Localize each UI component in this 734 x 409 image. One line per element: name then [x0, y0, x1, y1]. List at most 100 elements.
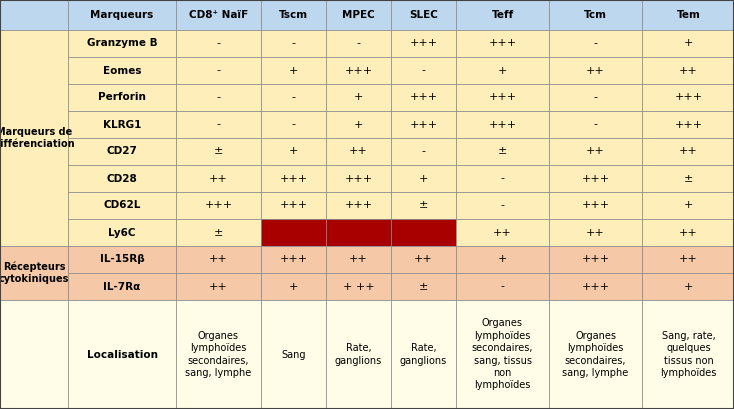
Text: -: - — [217, 65, 220, 76]
Text: CD62L: CD62L — [103, 200, 141, 211]
Bar — [549, 246, 642, 273]
Text: ++: ++ — [679, 254, 698, 265]
Text: Rate,
ganglions: Rate, ganglions — [400, 343, 447, 366]
Text: Tcm: Tcm — [584, 10, 607, 20]
Text: +++: +++ — [581, 200, 609, 211]
Bar — [326, 30, 391, 57]
Bar — [176, 138, 261, 165]
Bar — [642, 246, 734, 273]
Text: +: + — [684, 281, 693, 292]
Text: Tem: Tem — [677, 10, 700, 20]
Text: +++: +++ — [675, 92, 702, 103]
Text: SLEC: SLEC — [409, 10, 438, 20]
Bar — [391, 273, 456, 300]
Bar — [68, 192, 176, 219]
Bar — [456, 0, 549, 30]
Bar — [549, 111, 642, 138]
Text: -: - — [217, 92, 220, 103]
Bar — [261, 0, 326, 30]
Bar — [549, 165, 642, 192]
Bar — [391, 111, 456, 138]
Bar — [391, 219, 456, 246]
Text: IL-15Rβ: IL-15Rβ — [100, 254, 145, 265]
Text: -: - — [421, 65, 426, 76]
Bar — [68, 246, 176, 273]
Bar — [261, 165, 326, 192]
Bar — [261, 192, 326, 219]
Bar — [176, 219, 261, 246]
Text: ++: ++ — [679, 227, 698, 238]
Text: Rate,
ganglions: Rate, ganglions — [335, 343, 382, 366]
Text: ++: ++ — [209, 173, 228, 184]
Bar — [326, 192, 391, 219]
Text: Marqueurs: Marqueurs — [90, 10, 153, 20]
Text: CD8⁺ NaïF: CD8⁺ NaïF — [189, 10, 248, 20]
Text: +: + — [684, 38, 693, 49]
Text: +++: +++ — [344, 200, 373, 211]
Text: +: + — [498, 65, 507, 76]
Bar — [0, 300, 68, 409]
Bar — [456, 219, 549, 246]
Text: -: - — [357, 38, 360, 49]
Bar — [176, 246, 261, 273]
Bar — [261, 57, 326, 84]
Text: -: - — [217, 38, 220, 49]
Text: +++: +++ — [675, 119, 702, 130]
Bar — [456, 111, 549, 138]
Text: -: - — [594, 119, 597, 130]
Text: +: + — [288, 146, 298, 157]
Text: + ++: + ++ — [343, 281, 374, 292]
Bar — [261, 138, 326, 165]
Bar — [642, 0, 734, 30]
Text: +: + — [684, 200, 693, 211]
Bar — [549, 273, 642, 300]
Text: ±: ± — [419, 281, 428, 292]
Bar — [549, 0, 642, 30]
Bar — [456, 192, 549, 219]
Text: Organes
lymphoïdes
secondaires,
sang, tissus
non
lymphoïdes: Organes lymphoïdes secondaires, sang, ti… — [472, 319, 533, 391]
Bar — [68, 84, 176, 111]
Bar — [261, 219, 326, 246]
Bar — [642, 84, 734, 111]
Bar — [261, 300, 326, 409]
Bar — [68, 300, 176, 409]
Bar — [642, 273, 734, 300]
Text: -: - — [421, 146, 426, 157]
Text: Marqueurs de
différenciation: Marqueurs de différenciation — [0, 127, 75, 149]
Bar — [642, 219, 734, 246]
Text: CD27: CD27 — [106, 146, 137, 157]
Text: +++: +++ — [581, 173, 609, 184]
Text: +++: +++ — [488, 119, 517, 130]
Text: Sang, rate,
quelques
tissus non
lymphoïdes: Sang, rate, quelques tissus non lymphoïd… — [661, 331, 716, 378]
Text: Récepteurs
cytokiniques: Récepteurs cytokiniques — [0, 261, 69, 284]
Text: +++: +++ — [344, 65, 373, 76]
Text: ++: ++ — [679, 65, 698, 76]
Text: ++: ++ — [679, 146, 698, 157]
Bar — [0, 30, 68, 246]
Text: -: - — [594, 38, 597, 49]
Text: +++: +++ — [280, 254, 308, 265]
Text: -: - — [501, 281, 504, 292]
Bar — [326, 273, 391, 300]
Bar — [326, 219, 391, 246]
Bar — [68, 30, 176, 57]
Bar — [176, 300, 261, 409]
Bar — [176, 192, 261, 219]
Text: IL-7Rα: IL-7Rα — [103, 281, 141, 292]
Bar — [326, 165, 391, 192]
Text: +++: +++ — [205, 200, 233, 211]
Bar — [261, 273, 326, 300]
Text: Localisation: Localisation — [87, 350, 158, 360]
Bar — [391, 0, 456, 30]
Bar — [456, 30, 549, 57]
Bar — [68, 111, 176, 138]
Bar — [549, 57, 642, 84]
Bar — [549, 192, 642, 219]
Text: Granzyme B: Granzyme B — [87, 38, 157, 49]
Text: Ly6C: Ly6C — [108, 227, 136, 238]
Bar — [0, 0, 68, 30]
Bar — [642, 300, 734, 409]
Bar — [68, 138, 176, 165]
Text: ++: ++ — [586, 146, 605, 157]
Bar — [176, 0, 261, 30]
